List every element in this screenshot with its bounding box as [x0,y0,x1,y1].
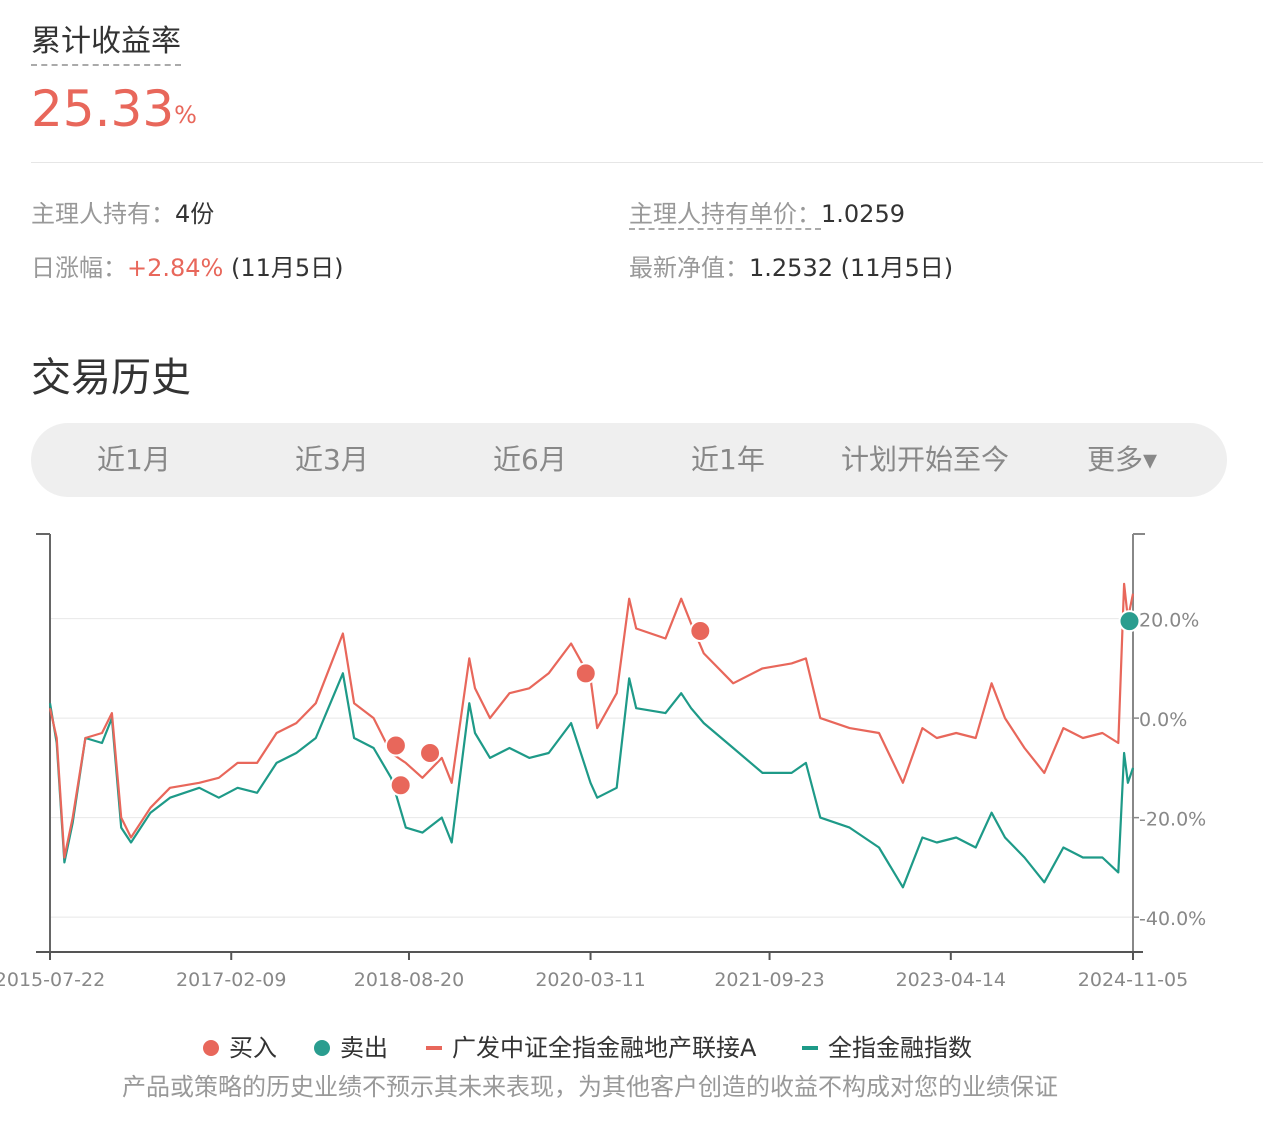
nav-label: 最新净值： [629,254,749,282]
legend-fund-label: 广发中证全指金融地产联接A [452,1034,757,1062]
y-tick-label: -20.0% [1139,809,1206,831]
nav-value: 1.2532 (11月5日) [749,254,954,282]
tab-since-plan-start[interactable]: 计划开始至今 [841,443,1010,476]
legend-buy[interactable]: 买入 [203,1030,277,1066]
x-tick-label: 2018-08-20 [354,969,464,991]
cumulative-return-value: 25.33% [31,78,197,140]
index-line-icon [802,1046,818,1050]
y-tick-label: 0.0% [1139,709,1187,731]
index-series-line [48,672,1135,889]
chart-grid [50,618,1133,918]
x-tick-label: 2020-03-11 [535,969,645,991]
tab-1-month[interactable]: 近1月 [97,443,171,476]
cumulative-return-unit: % [174,101,197,129]
y-tick-label: 20.0% [1139,610,1199,632]
chart-markers [384,610,1141,797]
x-tick-label: 2017-02-09 [176,969,286,991]
legend-fund[interactable]: 广发中证全指金融地产联接A [426,1030,756,1066]
x-tick-label: 2023-04-14 [896,969,1006,991]
tab-3-months[interactable]: 近3月 [295,443,369,476]
legend-index[interactable]: 全指金融指数 [802,1030,972,1066]
chart-legend: 买入 卖出 广发中证全指金融地产联接A 全指金融指数 [0,1030,1286,1066]
performance-disclaimer: 产品或策略的历史业绩不预示其未来表现，为其他客户创造的收益不构成对您的业绩保证 [122,1073,1058,1101]
unit-price-value: 1.0259 [821,200,905,228]
tab-6-months[interactable]: 近6月 [493,443,567,476]
daily-change-label: 日涨幅： [31,254,127,282]
sell-marker [1118,610,1141,633]
buy-marker [384,734,407,757]
tab-more-dropdown[interactable]: 更多▾ [1087,443,1158,476]
x-tick-label: 2021-09-23 [714,969,824,991]
summary-divider [31,162,1263,163]
y-tick-label: -40.0% [1139,908,1206,930]
return-chart[interactable]: 20.0% 0.0% -20.0% -40.0% 2015-07-22 2017-02-0… [0,520,1286,1000]
daily-change-date: (11月5日) [223,254,344,282]
tab-1-year[interactable]: 近1年 [691,443,765,476]
unit-price-row: 主理人持有单价：1.0259 [629,198,905,230]
buy-marker [689,620,712,643]
cumulative-return-label[interactable]: 累计收益率 [31,22,181,66]
chart-axes: 20.0% 0.0% -20.0% -40.0% 2015-07-22 2017-02-0… [0,533,1206,991]
trade-history-title: 交易历史 [31,355,191,401]
legend-sell-label: 卖出 [340,1034,388,1062]
legend-sell[interactable]: 卖出 [314,1030,388,1066]
fund-line-icon [426,1046,442,1050]
sell-dot-icon [314,1040,330,1056]
legend-buy-label: 买入 [229,1034,277,1062]
holding-value: 4份 [175,200,215,228]
buy-dot-icon [203,1040,219,1056]
range-tab-bar: 近1月 近3月 近6月 近1年 计划开始至今 更多▾ [31,423,1227,497]
buy-marker [419,741,442,764]
daily-change-value: +2.84% [127,254,224,282]
x-tick-label: 2024-11-05 [1078,969,1188,991]
holding-label: 主理人持有： [31,200,175,228]
cumulative-return-number: 25.33 [31,80,175,138]
daily-change-row: 日涨幅：+2.84% (11月5日) [31,252,344,284]
legend-index-label: 全指金融指数 [828,1034,972,1062]
holding-row: 主理人持有：4份 [31,198,214,230]
fund-series-line [48,582,1135,859]
chart-lines [48,582,1135,889]
buy-marker [574,662,597,685]
nav-row: 最新净值：1.2532 (11月5日) [629,252,953,284]
unit-price-label[interactable]: 主理人持有单价： [629,200,821,230]
buy-marker [389,774,412,797]
x-tick-label: 2015-07-22 [0,969,105,991]
